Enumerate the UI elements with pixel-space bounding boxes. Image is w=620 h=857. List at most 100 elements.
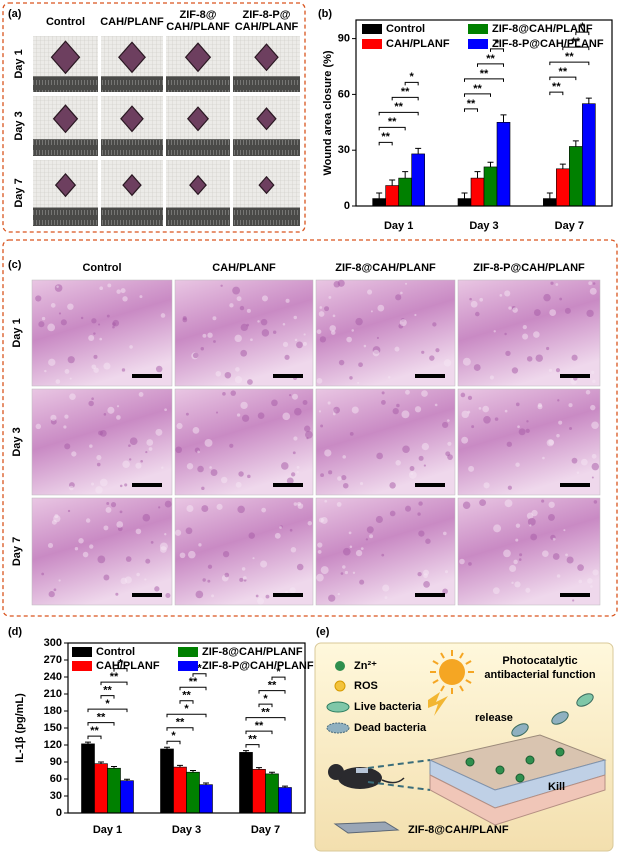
tissue-texture xyxy=(207,564,213,569)
tissue-texture xyxy=(513,559,518,565)
tissue-texture xyxy=(247,379,253,385)
tissue-texture xyxy=(285,298,290,303)
tissue-texture xyxy=(363,344,367,348)
tissue-texture xyxy=(54,284,63,292)
tissue-texture xyxy=(514,581,521,588)
tissue-texture xyxy=(469,297,472,301)
tissue-texture xyxy=(525,587,531,593)
significance-label: ** xyxy=(255,720,264,732)
ruler xyxy=(101,207,163,226)
tissue-texture xyxy=(483,482,490,489)
tissue-texture xyxy=(395,460,401,466)
significance-bracket xyxy=(179,700,194,704)
mouse-head xyxy=(328,764,344,780)
tissue-texture xyxy=(366,526,374,534)
tissue-texture xyxy=(260,318,268,326)
tissue-texture xyxy=(260,560,268,568)
significance-bracket xyxy=(166,713,207,718)
tissue-texture xyxy=(121,368,126,372)
y-tick-label: 90 xyxy=(50,756,62,768)
significance-label: ** xyxy=(189,676,198,688)
y-tick-label: 60 xyxy=(338,88,350,100)
bar xyxy=(411,153,425,207)
error-bar xyxy=(243,750,249,753)
significance-label: * xyxy=(495,38,500,50)
tissue-texture xyxy=(399,319,407,327)
tissue-texture xyxy=(115,592,119,596)
wound xyxy=(118,41,146,74)
tissue-texture xyxy=(274,532,281,539)
tissue-texture xyxy=(504,290,511,297)
tissue-texture xyxy=(91,318,97,324)
tissue-texture xyxy=(290,547,297,553)
error-bar xyxy=(415,147,422,154)
significance-bracket xyxy=(378,141,393,146)
tissue-texture xyxy=(324,449,332,457)
tissue-texture xyxy=(402,445,410,454)
tissue-texture xyxy=(211,594,215,598)
tissue-texture xyxy=(248,532,255,539)
tissue-texture xyxy=(198,543,202,547)
tissue-texture xyxy=(222,551,230,558)
tissue-texture xyxy=(204,438,213,447)
tissue-texture xyxy=(580,458,588,466)
tissue-texture xyxy=(88,400,94,407)
tissue-texture xyxy=(55,379,61,384)
tissue-texture xyxy=(423,581,430,588)
tissue-texture xyxy=(129,458,132,461)
tissue-texture xyxy=(125,556,132,562)
tissue-texture xyxy=(511,581,514,585)
significance-label: * xyxy=(580,21,585,33)
sun-ray xyxy=(432,660,439,665)
tissue-texture xyxy=(447,419,450,422)
tissue-texture xyxy=(209,466,212,469)
tissue-texture xyxy=(565,553,568,557)
histology-image xyxy=(315,279,456,387)
tissue-texture xyxy=(468,562,472,566)
material-label: ZIF-8@CAH/PLANF xyxy=(408,824,509,836)
tissue-texture xyxy=(82,551,89,558)
tissue-texture xyxy=(342,455,346,459)
tissue-texture xyxy=(293,436,298,441)
x-tick-label: Day 1 xyxy=(384,220,413,232)
error-bar xyxy=(546,192,553,199)
tissue-texture xyxy=(69,393,76,400)
tissue-texture xyxy=(239,577,244,582)
tissue-texture xyxy=(261,507,267,513)
significance-label: ** xyxy=(176,717,185,729)
tissue-texture xyxy=(58,579,61,582)
significance-bracket xyxy=(100,695,115,699)
tissue-texture xyxy=(319,336,327,343)
scale-bar xyxy=(132,483,162,487)
tissue-texture xyxy=(327,401,331,405)
tissue-texture xyxy=(78,538,84,544)
tissue-texture xyxy=(145,558,151,564)
tissue-texture xyxy=(569,426,573,430)
tissue-texture xyxy=(405,389,410,395)
tissue-texture xyxy=(365,538,369,541)
tissue-texture xyxy=(592,569,599,576)
tissue-texture xyxy=(508,306,512,310)
tissue-texture xyxy=(285,590,288,594)
legend-label: ZIF-8-P@CAH/PLANF xyxy=(202,660,314,672)
panel-a-border xyxy=(2,2,306,233)
tissue-texture xyxy=(289,394,292,397)
tissue-texture xyxy=(571,354,578,361)
tissue-texture xyxy=(67,303,74,310)
tissue-texture xyxy=(139,295,143,299)
tissue-texture xyxy=(252,557,255,560)
panel-letter: (b) xyxy=(318,8,332,20)
x-tick-label: Day 1 xyxy=(93,824,122,836)
tissue-texture xyxy=(550,281,554,285)
histology-image xyxy=(31,279,173,387)
legend-swatch xyxy=(362,39,382,49)
tissue-texture xyxy=(229,303,234,308)
significance-label: * xyxy=(197,663,202,675)
significance-label: ** xyxy=(480,68,489,80)
significance-bracket xyxy=(179,686,207,691)
tissue-texture xyxy=(50,414,57,421)
tissue-texture xyxy=(401,410,410,419)
tissue-texture xyxy=(224,371,232,379)
tissue-texture xyxy=(421,390,428,397)
tissue-texture xyxy=(328,295,332,299)
